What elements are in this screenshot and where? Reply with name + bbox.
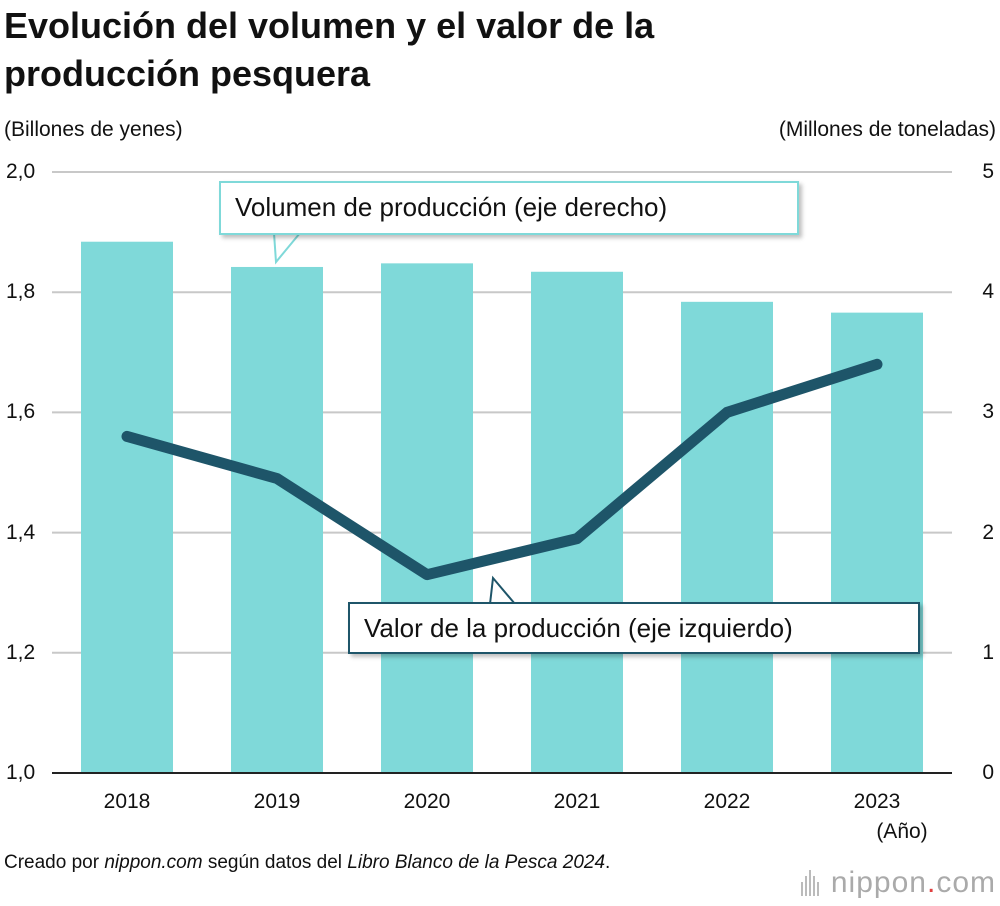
right-tick-label: 5 [982,160,994,183]
x-tick-label: 2023 [853,790,901,813]
source-middle: según datos del [202,852,348,873]
value-point-2020 [425,572,429,577]
x-tick-label: 2020 [403,790,451,813]
right-axis-label: (Millones de toneladas) [778,118,996,141]
brand-mark-icon [800,870,823,896]
value-series-callout: Valor de la producción (eje izquierdo) [348,602,920,654]
value-point-2019 [275,476,279,481]
volume-bar-2019 [231,266,323,773]
right-tick-label: 3 [982,400,994,424]
right-tick-label: 0 [982,761,994,784]
left-tick-label: 2,0 [6,160,36,183]
brand-wordmark: nippon.com [830,866,996,899]
left-tick-label: 1,6 [6,400,36,424]
left-tick-label: 1,2 [6,640,36,664]
source-book: Libro Blanco de la Pesca 2024 [347,852,606,873]
right-tick-label: 2 [982,520,994,544]
x-tick-label: 2021 [553,790,601,813]
chart-title: Evolución del volumen y el valor de la p… [4,5,655,94]
left-tick-label: 1,4 [6,520,36,544]
volume-bar-2022 [681,301,773,773]
volume-bar-2018 [81,241,173,773]
x-tick-label: 2018 [103,790,151,813]
left-tick-label: 1,0 [6,761,36,784]
value-point-2021 [575,536,579,541]
right-tick-label: 4 [982,280,994,304]
source-suffix: . [605,852,611,873]
left-tick-label: 1,8 [6,280,36,304]
x-tick-label: 2019 [253,790,301,813]
volume-callout-pointer [273,232,301,265]
value-point-2023 [875,362,879,367]
value-callout-pointer [489,575,516,605]
source-note: Creado por nippon.com según datos del Li… [4,850,664,876]
volume-bar-2020 [381,263,473,773]
left-axis-label: (Billones de yenes) [4,118,183,141]
value-line [121,358,883,581]
source-site: nippon.com [104,852,203,873]
brand-logo: nippon.com [800,866,996,900]
value-point-2018 [125,434,129,439]
x-axis-unit: (Año) [876,820,928,843]
volume-bar-2023 [831,312,923,773]
volume-bar-2021 [531,271,623,773]
x-tick-label: 2022 [703,790,751,813]
value-point-2022 [725,410,729,415]
source-prefix: Creado por [4,852,105,873]
right-tick-label: 1 [982,640,994,664]
volume-series-callout: Volumen de producción (eje derecho) [219,181,799,235]
